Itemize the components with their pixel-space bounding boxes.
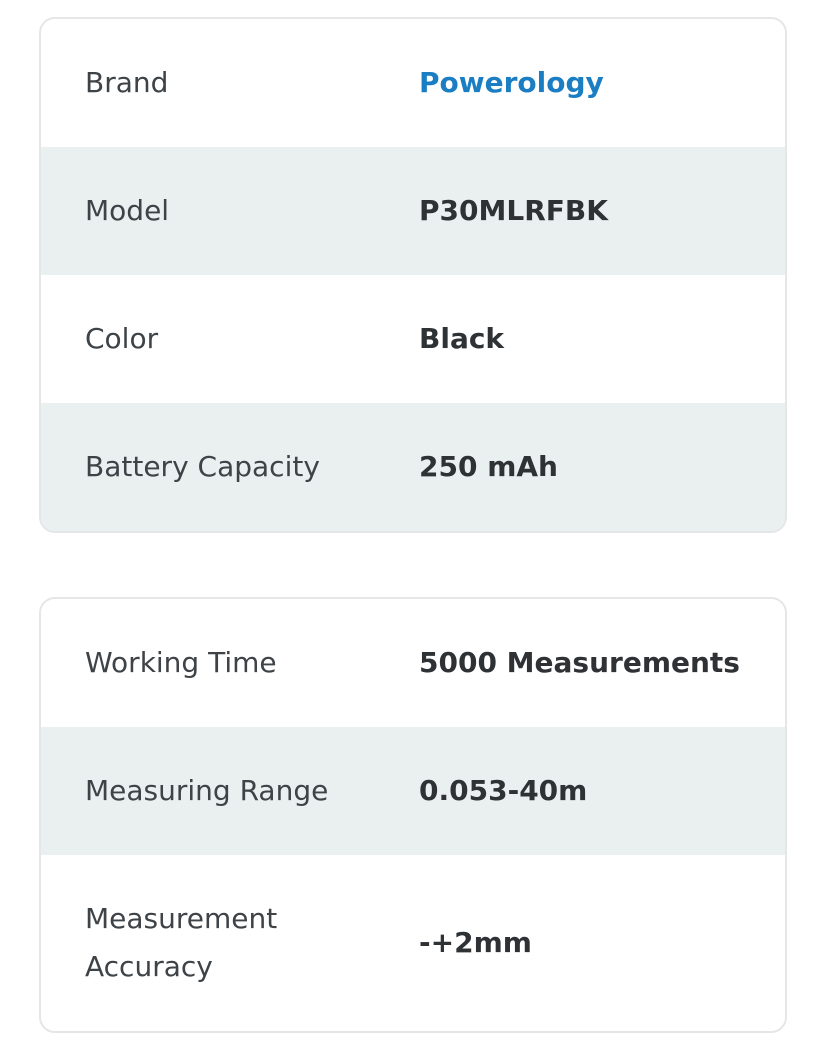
spec-value-model: P30MLRFBK — [419, 194, 608, 227]
brand-link[interactable]: Powerology — [419, 66, 604, 99]
spec-row-brand: Brand Powerology — [41, 19, 785, 147]
spec-label-measurement-accuracy: Measurement Accuracy — [85, 902, 278, 983]
spec-label-color: Color — [85, 322, 159, 355]
spec-value-measurement-accuracy: -+2mm — [419, 926, 532, 959]
spec-row-battery-capacity: Battery Capacity 250 mAh — [41, 403, 785, 531]
spec-row-measuring-range: Measuring Range 0.053-40m — [41, 727, 785, 855]
spec-label-battery-capacity: Battery Capacity — [85, 450, 320, 483]
spec-row-model: Model P30MLRFBK — [41, 147, 785, 275]
spec-label-measuring-range: Measuring Range — [85, 774, 329, 807]
spec-value-working-time: 5000 Measurements — [419, 646, 740, 679]
spec-row-measurement-accuracy: Measurement Accuracy -+2mm — [41, 855, 785, 1031]
spec-value-battery-capacity: 250 mAh — [419, 450, 558, 483]
spec-value-color: Black — [419, 322, 505, 355]
spec-label-model: Model — [85, 194, 170, 227]
spec-card-general: Brand Powerology Model P30MLRFBK Color B… — [39, 17, 787, 533]
spec-row-working-time: Working Time 5000 Measurements — [41, 599, 785, 727]
spec-card-measurement: Working Time 5000 Measurements Measuring… — [39, 597, 787, 1033]
spec-label-working-time: Working Time — [85, 646, 277, 679]
spec-value-brand: Powerology — [419, 19, 785, 147]
spec-value-measuring-range: 0.053-40m — [419, 774, 588, 807]
spec-label-brand: Brand — [85, 66, 169, 99]
spec-row-color: Color Black — [41, 275, 785, 403]
